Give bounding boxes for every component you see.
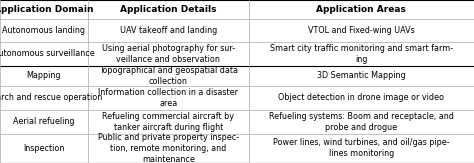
Text: Using aerial photography for sur-
veillance and observation: Using aerial photography for sur- veilla… [102, 44, 235, 64]
Text: Information collection in a disaster
area: Information collection in a disaster are… [98, 88, 238, 108]
Text: UAV takeoff and landing: UAV takeoff and landing [119, 26, 217, 35]
Text: Object detection in drone image or video: Object detection in drone image or video [278, 93, 445, 102]
Text: Refueling commercial aircraft by
tanker aircraft during flight: Refueling commercial aircraft by tanker … [102, 112, 234, 132]
Text: Mapping: Mapping [27, 71, 61, 80]
Text: Search and rescue operation: Search and rescue operation [0, 93, 102, 102]
Text: Inspection: Inspection [23, 144, 64, 153]
Text: 3D Semantic Mapping: 3D Semantic Mapping [317, 71, 406, 80]
Text: Autonomous landing: Autonomous landing [2, 26, 85, 35]
Text: Topographical and geospatial data
collection: Topographical and geospatial data collec… [99, 66, 238, 86]
Text: Public and private property inspec-
tion, remote monitoring, and
maintenance: Public and private property inspec- tion… [98, 133, 239, 163]
Text: Smart city traffic monitoring and smart farm-
ing: Smart city traffic monitoring and smart … [270, 44, 453, 64]
Text: Aerial refueling: Aerial refueling [13, 117, 74, 126]
Text: Refueling systems: Boom and receptacle, and
probe and drogue: Refueling systems: Boom and receptacle, … [269, 112, 454, 132]
Text: VTOL and Fixed-wing UAVs: VTOL and Fixed-wing UAVs [308, 26, 415, 35]
Text: Application Domain: Application Domain [0, 5, 93, 14]
Text: Power lines, wind turbines, and oil/gas pipe-
lines monitoring: Power lines, wind turbines, and oil/gas … [273, 138, 450, 158]
Text: Application Details: Application Details [120, 5, 217, 14]
Text: Application Areas: Application Areas [317, 5, 406, 14]
Text: Autonomous surveillance: Autonomous surveillance [0, 49, 95, 58]
